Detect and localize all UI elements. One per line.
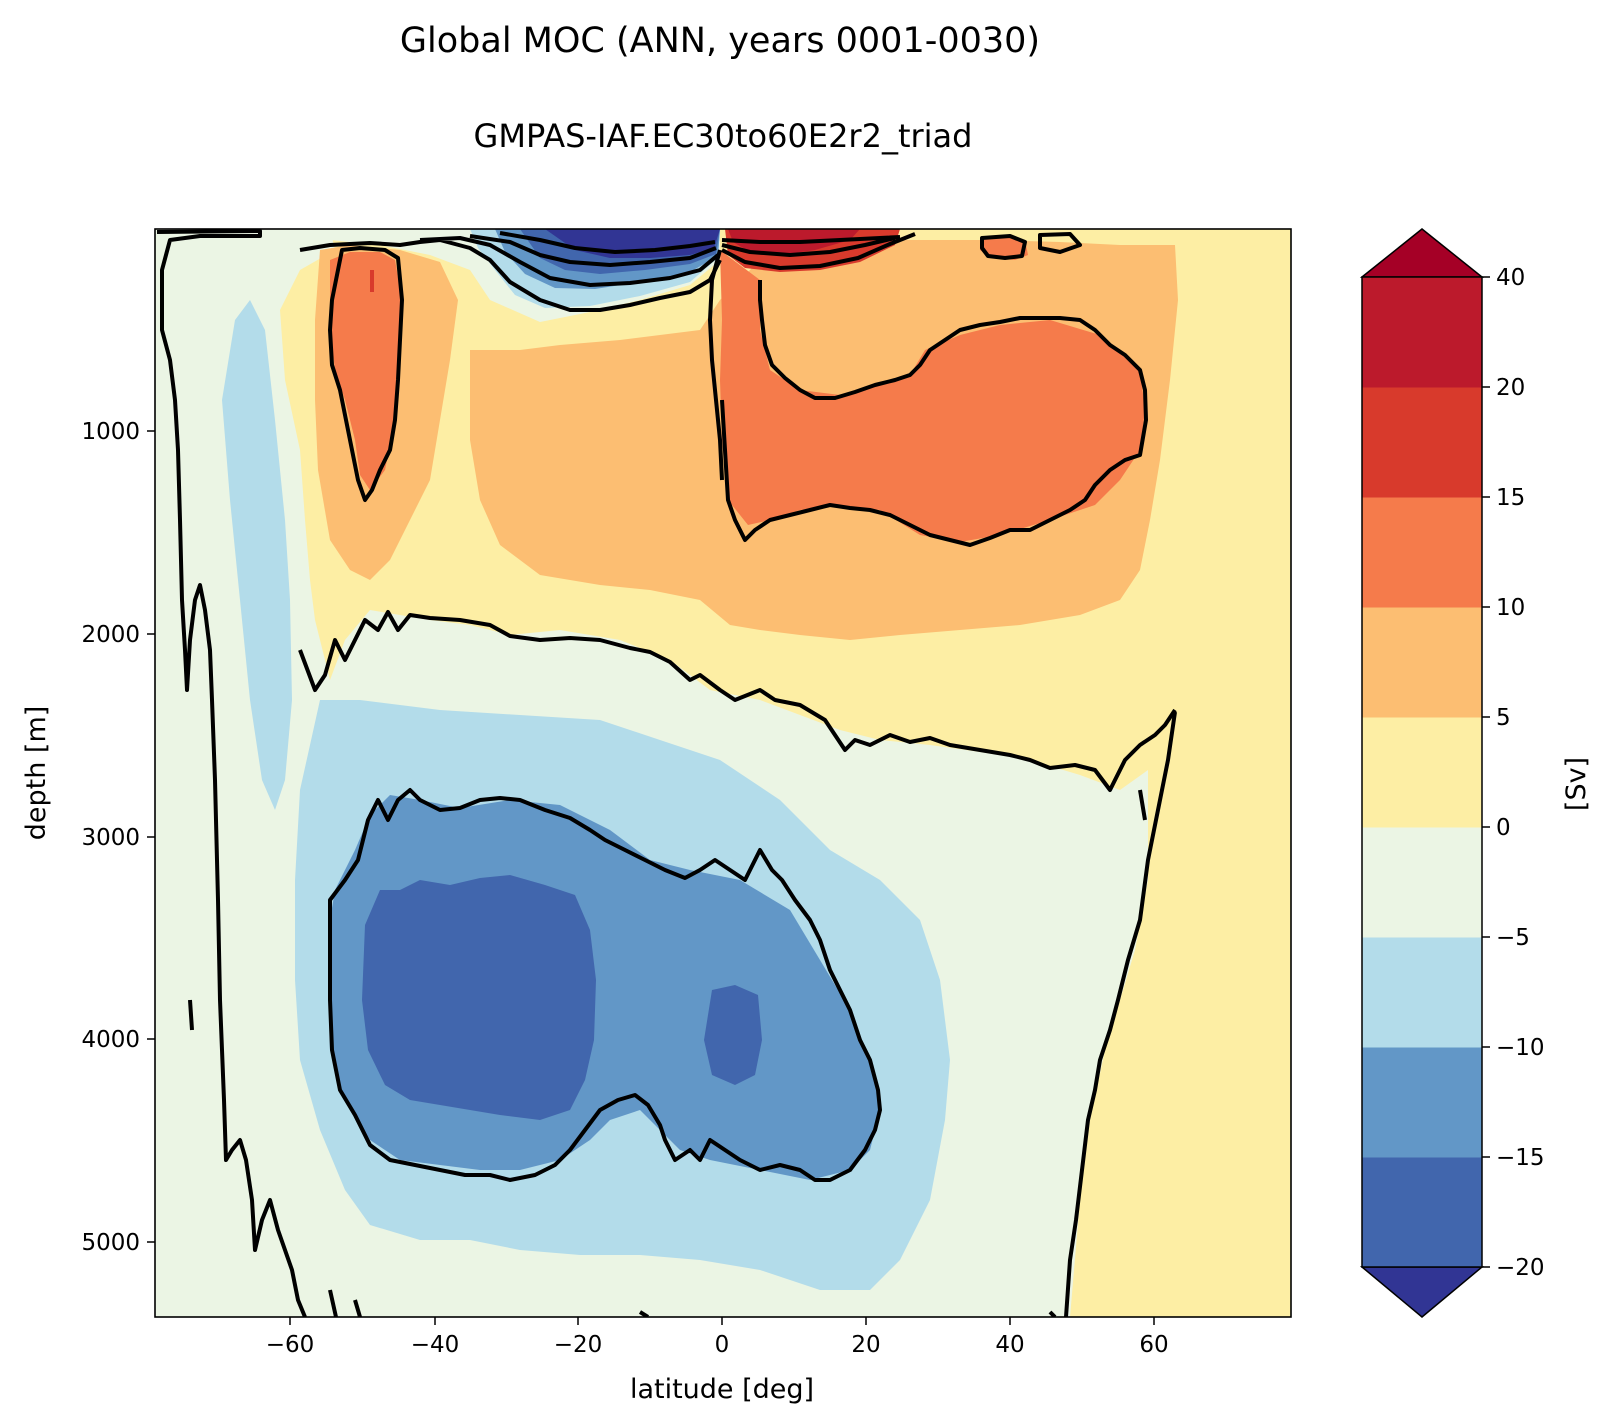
y-axis-label: depth [m]	[21, 706, 52, 841]
colorbar-tick: 20	[1482, 375, 1525, 401]
y-tick: 5000	[81, 1230, 155, 1256]
contour-north-small	[980, 232, 1082, 260]
colorbar-tick: 10	[1482, 595, 1525, 621]
x-tick: 0	[715, 1317, 730, 1358]
colorbar-tick-label: 10	[1496, 595, 1525, 621]
colorbar-tick-label: 20	[1496, 375, 1525, 401]
colorbar-bands	[1362, 277, 1482, 1268]
contour-zero-north-boundary	[1064, 711, 1177, 1317]
contour-zero-southern-boundary	[156, 229, 307, 1317]
colorbar-tick-label: −10	[1496, 1035, 1545, 1061]
band-10-to-15-north-small	[980, 235, 1028, 260]
y-tick: 4000	[81, 1027, 155, 1053]
y-tick-label: 2000	[81, 622, 140, 648]
x-tick: −40	[411, 1317, 460, 1358]
contour-south-deep-west	[188, 789, 1147, 1317]
colorbar: −20 −15 −10 −5 0 5 10 15 20 40 [Sv]	[1359, 228, 1592, 1318]
contour-10-upper-south	[328, 246, 404, 502]
band-minus15-to-minus20-equator	[704, 985, 762, 1085]
colorbar-tick: 5	[1482, 705, 1511, 731]
colorbar-band	[1362, 827, 1482, 938]
colorbar-tick: −10	[1482, 1035, 1545, 1061]
y-tick-label: 5000	[81, 1230, 140, 1256]
band-10-to-15-south	[330, 252, 402, 490]
colorbar-tick: 40	[1482, 265, 1525, 291]
x-tick-label: 40	[995, 1332, 1024, 1358]
x-axis: −60 −40 −20 0 20 40 60	[266, 1317, 1169, 1358]
colorbar-tick: 0	[1482, 815, 1511, 841]
colorbar-tick: 15	[1482, 485, 1525, 511]
colorbar-tick-label: 40	[1496, 265, 1525, 291]
plot-area	[155, 229, 1291, 1317]
y-tick-label: 3000	[81, 825, 140, 851]
colorbar-band	[1362, 607, 1482, 718]
colorbar-over-triangle	[1359, 228, 1485, 278]
colorbar-ticks: −20 −15 −10 −5 0 5 10 15 20 40	[1482, 265, 1545, 1281]
band-minus5-to-minus10-west	[222, 300, 292, 810]
y-tick: 2000	[81, 622, 155, 648]
x-tick-label: −60	[266, 1332, 315, 1358]
contour-zero-upper-south	[298, 610, 1177, 792]
band-10-to-15-north	[720, 250, 1145, 542]
x-axis-label: latitude [deg]	[630, 1374, 814, 1405]
contour-lines	[156, 229, 1177, 1317]
x-tick-label: −20	[554, 1332, 603, 1358]
x-tick: 20	[851, 1317, 881, 1358]
colorbar-tick: −5	[1482, 925, 1530, 951]
y-tick-label: 1000	[81, 419, 140, 445]
contour-minus10-abyssal	[328, 788, 882, 1182]
x-tick-label: 20	[851, 1332, 880, 1358]
colorbar-tick-label: −20	[1496, 1255, 1545, 1281]
colorbar-band	[1362, 1047, 1482, 1158]
x-tick-label: 0	[715, 1332, 730, 1358]
colorbar-tick-label: 15	[1496, 485, 1525, 511]
y-axis: 1000 2000 3000 4000 5000	[81, 419, 155, 1256]
colorbar-label: [Sv]	[1561, 757, 1592, 811]
colorbar-band	[1362, 277, 1482, 388]
chart-title: Global MOC (ANN, years 0001-0030)	[400, 21, 1040, 61]
x-tick: −20	[554, 1317, 603, 1358]
x-tick: 60	[1139, 1317, 1169, 1358]
contour-surface-southern-cell	[299, 231, 722, 312]
x-tick-label: −40	[411, 1332, 460, 1358]
colorbar-band	[1362, 717, 1482, 828]
x-tick-label: 60	[1139, 1332, 1168, 1358]
axes-frame	[154, 228, 1292, 1318]
colorbar-tick-label: −15	[1496, 1145, 1545, 1171]
chart-subtitle: GMPAS-IAF.EC30to60E2r2_triad	[474, 117, 973, 155]
colorbar-tick-label: 0	[1496, 815, 1511, 841]
y-tick: 1000	[81, 419, 155, 445]
colorbar-frame	[1361, 276, 1483, 1268]
colorbar-tick: −15	[1482, 1145, 1545, 1171]
x-tick: 40	[995, 1317, 1025, 1358]
y-tick-label: 4000	[81, 1027, 140, 1053]
band-minus15-to-minus20	[362, 875, 596, 1120]
colorbar-band	[1362, 387, 1482, 498]
colorbar-band	[1362, 937, 1482, 1048]
colorbar-tick: −20	[1482, 1255, 1545, 1281]
contour-zero-equator	[708, 249, 724, 481]
colorbar-tick-label: 5	[1496, 705, 1511, 731]
colorbar-under-triangle	[1359, 1266, 1485, 1318]
y-tick: 3000	[81, 825, 155, 851]
colorbar-band	[1362, 1157, 1482, 1268]
contour-surface-northern-cell	[721, 232, 916, 270]
x-tick: −60	[266, 1317, 315, 1358]
colorbar-tick-label: −5	[1496, 925, 1530, 951]
band-15-to-20-south-sliver	[370, 270, 374, 292]
contour-10-upper-north	[720, 280, 1148, 547]
colorbar-band	[1362, 497, 1482, 608]
